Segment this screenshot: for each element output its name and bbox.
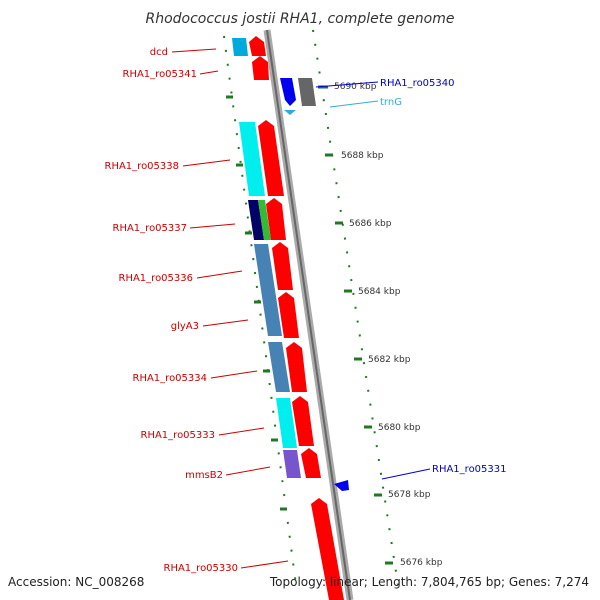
position-label: 5682 kbp [368, 355, 411, 365]
gene-label-RHA1_ro05330[interactable]: RHA1_ro05330 [164, 563, 239, 574]
gene-label-RHA1_ro05334[interactable]: RHA1_ro05334 [133, 373, 208, 384]
topology-text: Topology: linear; Length: 7,804,765 bp; … [269, 575, 589, 589]
gene-arrow-RHA1_ro05341[interactable] [252, 56, 269, 80]
gene-arrow-RHA1_ro05330[interactable] [311, 498, 344, 600]
gene-arrow-trnG[interactable] [284, 110, 296, 115]
leader-lines [171, 48, 289, 569]
gene-label-mmsB2[interactable]: mmsB2 [185, 470, 223, 481]
reverse-genes[interactable] [280, 78, 349, 491]
gene-label-trnG[interactable]: trnG [380, 97, 402, 108]
gene-labels: dcd RHA1_ro05341 RHA1_ro05340 trnG RHA1_… [105, 47, 507, 574]
position-label: 5676 kbp [400, 558, 443, 568]
position-label: 5684 kbp [358, 287, 401, 297]
forward-genes[interactable] [249, 36, 344, 600]
gene-arrow-mmsB2[interactable] [301, 448, 321, 478]
gene-label-RHA1_ro05331[interactable]: RHA1_ro05331 [432, 464, 507, 475]
gene-label-RHA1_ro05341[interactable]: RHA1_ro05341 [123, 69, 198, 80]
gene-arrow-RHA1_ro05331[interactable] [334, 480, 349, 491]
position-label: 5686 kbp [349, 219, 392, 229]
gene-arrow-RHA1_ro05333[interactable] [292, 396, 314, 446]
gene-label-glyA3[interactable]: glyA3 [171, 321, 199, 332]
gene-label-RHA1_ro05336[interactable]: RHA1_ro05336 [119, 273, 194, 284]
left-ticks [226, 95, 287, 511]
annotation-bars [232, 38, 301, 478]
gene-arrow-dcd[interactable] [249, 36, 266, 56]
position-label: 5690 kbp [334, 82, 377, 92]
position-scale: 5690 kbp 5688 kbp 5686 kbp 5684 kbp 5682… [318, 82, 443, 568]
position-label: 5678 kbp [388, 490, 431, 500]
gene-label-RHA1_ro05333[interactable]: RHA1_ro05333 [141, 430, 216, 441]
position-label: 5688 kbp [341, 151, 384, 161]
gene-label-RHA1_ro05337[interactable]: RHA1_ro05337 [113, 223, 188, 234]
accession-text: Accession: NC_008268 [8, 575, 144, 589]
gene-label-RHA1_ro05340[interactable]: RHA1_ro05340 [380, 78, 455, 89]
gene-arrow-RHA1_ro05340[interactable] [280, 78, 296, 106]
gene-arrow-glyA3[interactable] [278, 292, 299, 338]
gene-block-gray[interactable] [298, 78, 316, 106]
position-label: 5680 kbp [378, 423, 421, 433]
gene-arrow-RHA1_ro05337[interactable] [266, 198, 286, 240]
gene-arrow-RHA1_ro05336[interactable] [272, 242, 293, 290]
gene-label-RHA1_ro05338[interactable]: RHA1_ro05338 [105, 161, 180, 172]
gene-label-dcd[interactable]: dcd [150, 47, 168, 58]
gene-arrow-RHA1_ro05334[interactable] [286, 342, 307, 392]
genome-title: Rhodococcus jostii RHA1, complete genome [145, 11, 454, 27]
gene-arrow-RHA1_ro05338[interactable] [258, 120, 284, 196]
dotted-guides [223, 29, 399, 586]
